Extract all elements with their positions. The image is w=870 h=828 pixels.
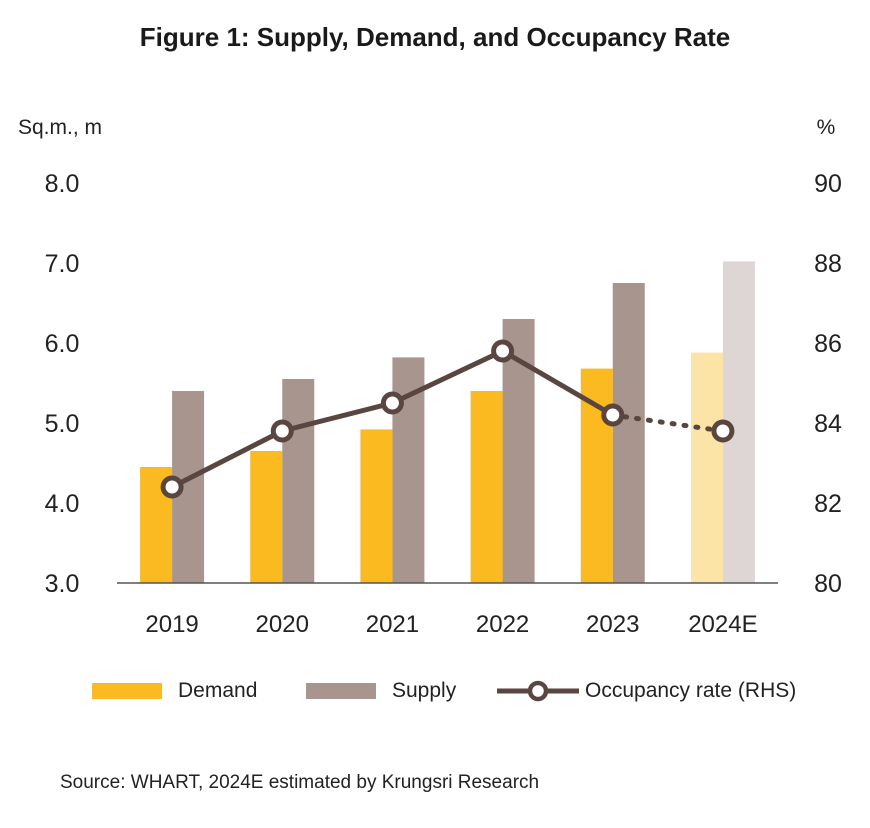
y-left-tick-4.0: 4.0 — [45, 490, 80, 518]
y-left-tick-6.0: 6.0 — [45, 330, 80, 358]
source-note: Source: WHART, 2024E estimated by Krungs… — [60, 772, 540, 793]
legend-demand: Demand — [92, 678, 257, 704]
x-tick-label-2021: 2021 — [366, 611, 419, 638]
right-axis-unit: % — [817, 116, 836, 139]
x-tick-label-2024E: 2024E — [688, 611, 757, 638]
occupancy-point-2020 — [270, 419, 294, 443]
y-right-tick-88: 88 — [814, 250, 842, 278]
legend-occupancy: Occupancy rate (RHS) — [495, 678, 796, 704]
bar-demand-2021 — [360, 429, 393, 583]
bar-demand-2020 — [250, 451, 283, 583]
x-tick-label-2023: 2023 — [586, 611, 639, 638]
occupancy-point-2021 — [380, 391, 404, 415]
bar-demand-2022 — [470, 391, 503, 583]
x-tick-label-2020: 2020 — [256, 611, 309, 638]
legend-occupancy-marker — [497, 680, 579, 702]
chart-title: Figure 1: Supply, Demand, and Occupancy … — [139, 22, 731, 52]
legend-demand-label: Demand — [178, 679, 258, 702]
y-left-tick-7.0: 7.0 — [45, 250, 80, 278]
legend-occupancy-label: Occupancy rate (RHS) — [585, 679, 797, 702]
legend-supply-label: Supply — [392, 679, 457, 702]
y-left-tick-8.0: 8.0 — [45, 170, 80, 198]
y-right-tick-82: 82 — [814, 490, 842, 518]
bar-supply-2023 — [612, 283, 645, 583]
x-tick-label-2022: 2022 — [476, 611, 529, 638]
occupancy-point-2019 — [160, 475, 184, 499]
y-left-tick-5.0: 5.0 — [45, 410, 80, 438]
y-left-tick-3.0: 3.0 — [45, 570, 80, 598]
legend-demand-swatch — [92, 683, 162, 699]
left-axis-unit: Sq.m., m — [18, 116, 102, 139]
bar-supply-2020 — [282, 379, 315, 583]
y-right-tick-90: 90 — [814, 170, 842, 198]
legend-supply-swatch — [306, 683, 376, 699]
occupancy-point-2024E — [711, 419, 735, 443]
legend-supply: Supply — [306, 678, 456, 704]
y-right-tick-86: 86 — [814, 330, 842, 358]
y-right-tick-80: 80 — [814, 570, 842, 598]
x-tick-label-2019: 2019 — [145, 611, 198, 638]
occupancy-point-2022 — [491, 339, 515, 363]
bar-demand-2024E — [690, 352, 723, 583]
y-right-tick-84: 84 — [814, 410, 842, 438]
occupancy-point-2023 — [601, 403, 625, 427]
